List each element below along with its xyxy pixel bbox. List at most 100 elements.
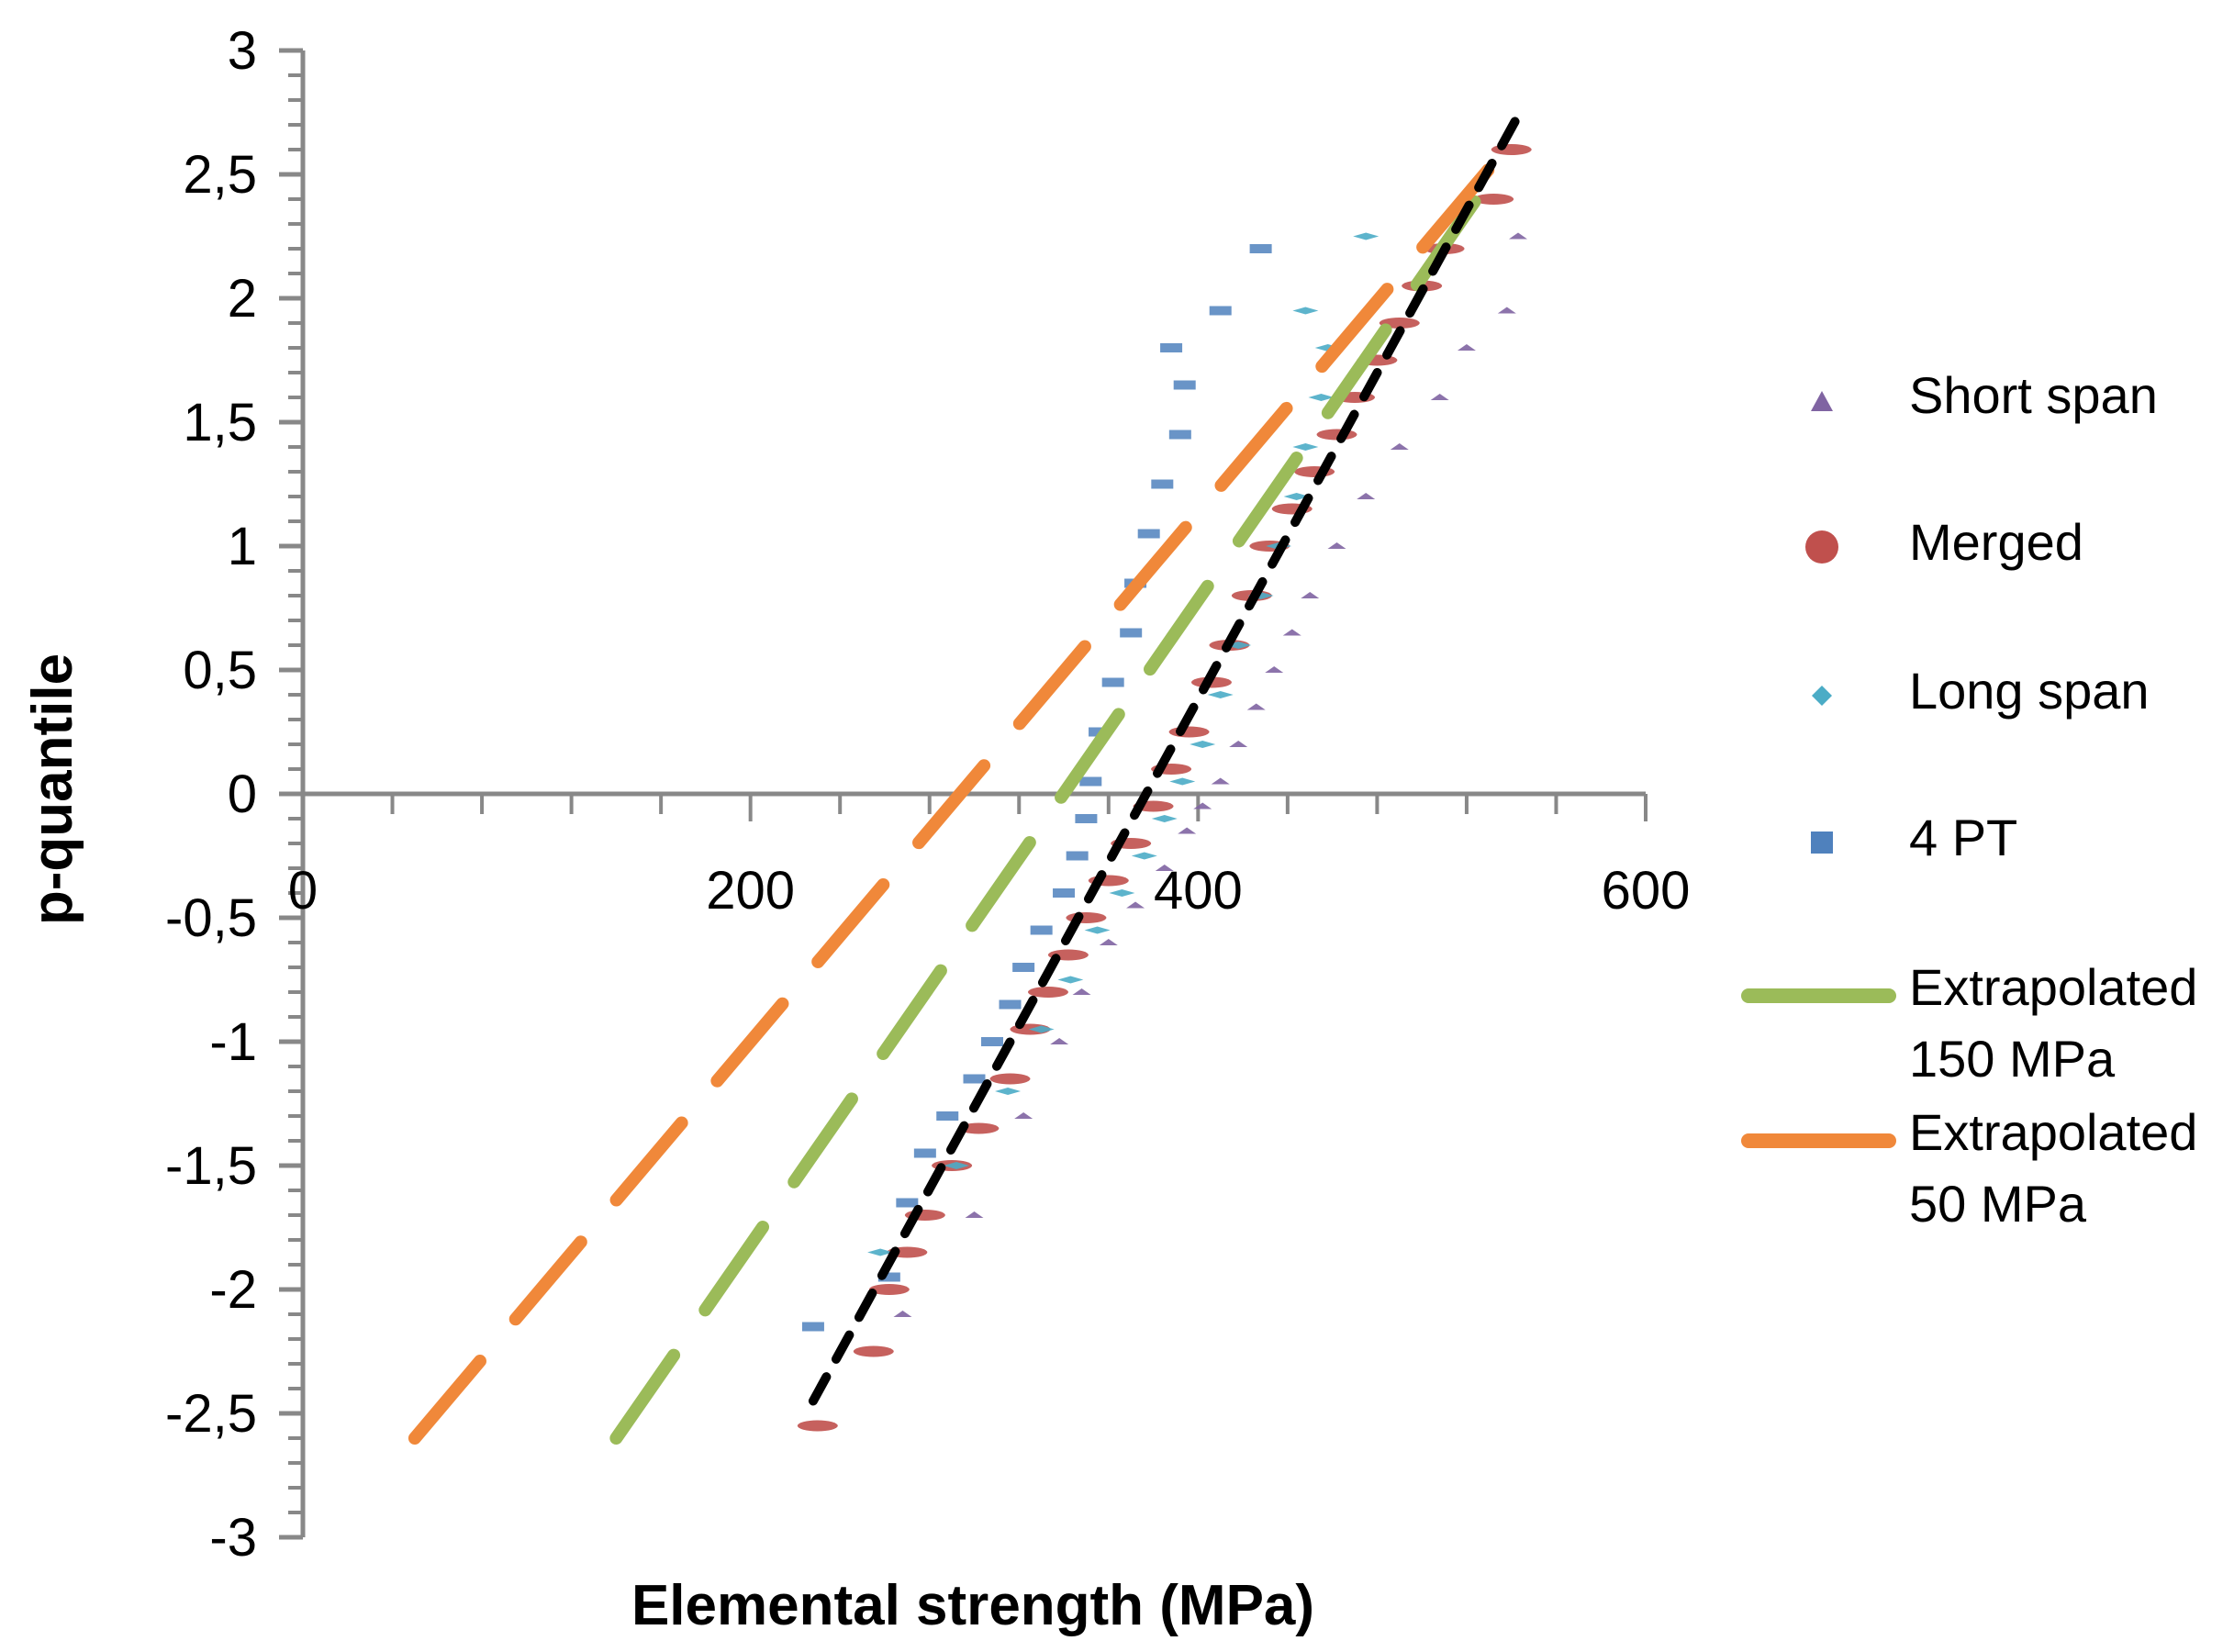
data-point: [999, 999, 1022, 1010]
data-point: [877, 1272, 900, 1282]
legend-diamond-icon: [1812, 686, 1832, 706]
data-point: [1357, 493, 1376, 499]
legend-label: 150 MPa: [1909, 1030, 2116, 1088]
data-point: [1292, 443, 1319, 451]
y-tick-label: 1: [228, 517, 257, 576]
data-point: [981, 1037, 1004, 1046]
data-point: [1249, 244, 1272, 253]
data-point: [1131, 852, 1157, 860]
data-point: [943, 1162, 969, 1169]
legend-label: Extrapolated: [1909, 958, 2197, 1016]
x-axis-title: Elemental strength (MPa): [631, 1574, 1314, 1637]
data-point: [1101, 677, 1124, 687]
data-point: [1079, 776, 1102, 787]
data-point: [1178, 827, 1197, 834]
data-point: [801, 1322, 824, 1332]
legend-label: 50 MPa: [1909, 1175, 2087, 1233]
data-point: [995, 1088, 1022, 1095]
legend-item-fourpt: 4 PT: [1811, 809, 2017, 866]
data-point: [1497, 307, 1516, 314]
data-point: [936, 1111, 959, 1121]
data-point: [1014, 1112, 1033, 1119]
series-long-span: [867, 232, 1379, 1256]
y-axis-title: p-quantile: [21, 653, 84, 925]
y-tick-label: 0: [228, 765, 257, 824]
data-point: [1151, 479, 1174, 489]
data-point: [1137, 529, 1160, 539]
data-point: [965, 1211, 984, 1218]
y-tick-label: -2,5: [165, 1384, 257, 1444]
data-point: [1193, 802, 1212, 809]
data-point: [1457, 344, 1476, 351]
y-tick-label: -3: [209, 1508, 257, 1568]
data-point: [1301, 592, 1320, 598]
legend-item-long: Long span: [1812, 662, 2150, 720]
data-point: [1151, 815, 1178, 822]
legend-item-short: Short span: [1811, 366, 2158, 424]
legend-label: Short span: [1909, 366, 2158, 424]
data-point: [1390, 443, 1409, 450]
data-point: [1169, 777, 1196, 786]
y-tick-label: -0,5: [165, 888, 257, 948]
data-point: [1190, 741, 1216, 748]
legend-triangle-icon: [1811, 391, 1833, 411]
legend-square-icon: [1811, 832, 1833, 854]
data-point: [963, 1074, 986, 1084]
data-point: [1282, 629, 1301, 636]
data-point: [893, 1311, 912, 1317]
data-point: [1030, 925, 1053, 935]
data-point: [1066, 851, 1089, 861]
data-point: [1308, 394, 1335, 401]
data-point: [1028, 1025, 1055, 1033]
data-point: [1209, 306, 1232, 316]
x-tick-label: 200: [706, 861, 795, 921]
data-point: [1050, 1038, 1069, 1044]
data-point: [1283, 493, 1310, 500]
data-point: [797, 1420, 838, 1432]
data-point: [1229, 741, 1248, 747]
data-point: [1155, 865, 1174, 871]
y-tick-label: 2: [228, 269, 257, 329]
y-tick-label: -1,5: [165, 1136, 257, 1196]
legend-item-merged: Merged: [1805, 513, 2083, 571]
line-extrapolated-150-mpa: [609, 168, 1501, 1445]
data-point: [1168, 430, 1191, 440]
data-point: [989, 1073, 1031, 1085]
series-short-span: [893, 232, 1528, 1317]
y-tick-label: 2,5: [183, 145, 257, 205]
data-point: [1126, 901, 1145, 909]
legend-item-ext150: Extrapolated 150 MPa: [1741, 958, 2197, 1088]
data-point: [1430, 394, 1449, 400]
data-point: [1246, 703, 1266, 710]
data-point: [1057, 976, 1084, 984]
data-point: [1473, 194, 1514, 205]
legend-label: 4 PT: [1909, 809, 2017, 866]
axes: [279, 48, 1648, 1540]
data-point: [1211, 777, 1230, 785]
y-tick-label: 3: [228, 21, 257, 81]
y-tick-labels: 3 2,5 2 1,5 1 0,5 0 -0,5 -1 -1,5 -2 -2,5 -3: [165, 21, 257, 1568]
y-tick-label: 0,5: [183, 641, 257, 700]
legend-label: Merged: [1909, 513, 2083, 571]
data-point: [1509, 232, 1528, 240]
series-4-pt: [801, 244, 1272, 1332]
legend-label: Long span: [1909, 662, 2150, 720]
data-point: [868, 1284, 910, 1295]
data-point: [1327, 542, 1346, 549]
data-point: [896, 1198, 919, 1208]
data-point: [1053, 888, 1076, 898]
data-point: [867, 1248, 894, 1256]
data-point: [1207, 691, 1234, 698]
y-tick-label: 1,5: [183, 393, 257, 452]
trend-line: [808, 115, 1521, 1406]
data-point: [913, 1148, 936, 1158]
data-point: [1012, 963, 1035, 972]
data-point: [1168, 726, 1210, 738]
data-point: [1353, 232, 1379, 240]
data-point: [1075, 814, 1098, 823]
x-tick-labels: 0 200 400 600: [288, 861, 1691, 921]
y-tick-label: -1: [209, 1012, 257, 1072]
legend-label: Extrapolated: [1909, 1103, 2197, 1161]
y-tick-label: -2: [209, 1260, 257, 1320]
